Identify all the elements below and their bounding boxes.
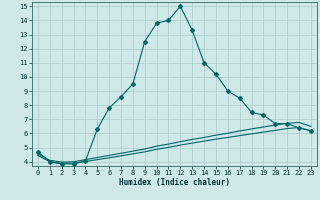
X-axis label: Humidex (Indice chaleur): Humidex (Indice chaleur): [119, 178, 230, 187]
